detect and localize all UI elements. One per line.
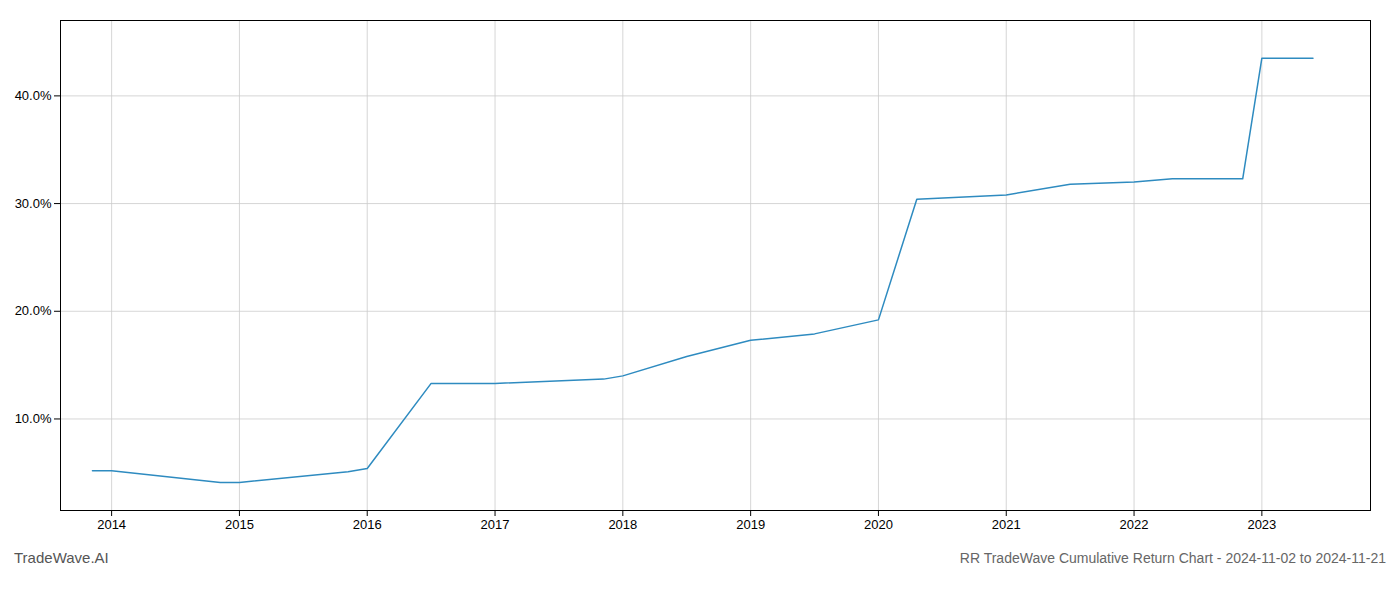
svg-text:2018: 2018 — [608, 517, 637, 532]
svg-text:2022: 2022 — [1120, 517, 1149, 532]
svg-text:2014: 2014 — [97, 517, 126, 532]
html-text:RR TradeWave Cumulative Return: RR TradeWave Cumulative Return Chart - 2… — [959, 550, 1386, 566]
svg-text:2015: 2015 — [225, 517, 254, 532]
svg-text:30.0%: 30.0% — [15, 196, 52, 211]
svg-text:2020: 2020 — [864, 517, 893, 532]
svg-text:2017: 2017 — [481, 517, 510, 532]
svg-text:2016: 2016 — [353, 517, 382, 532]
svg-text:2019: 2019 — [736, 517, 765, 532]
svg-text:20.0%: 20.0% — [15, 303, 52, 318]
svg-text:10.0%: 10.0% — [15, 411, 52, 426]
html-text:TradeWave.AI: TradeWave.AI — [14, 549, 109, 566]
svg-text:40.0%: 40.0% — [15, 88, 52, 103]
svg-text:2021: 2021 — [992, 517, 1021, 532]
svg-text:2023: 2023 — [1247, 517, 1276, 532]
